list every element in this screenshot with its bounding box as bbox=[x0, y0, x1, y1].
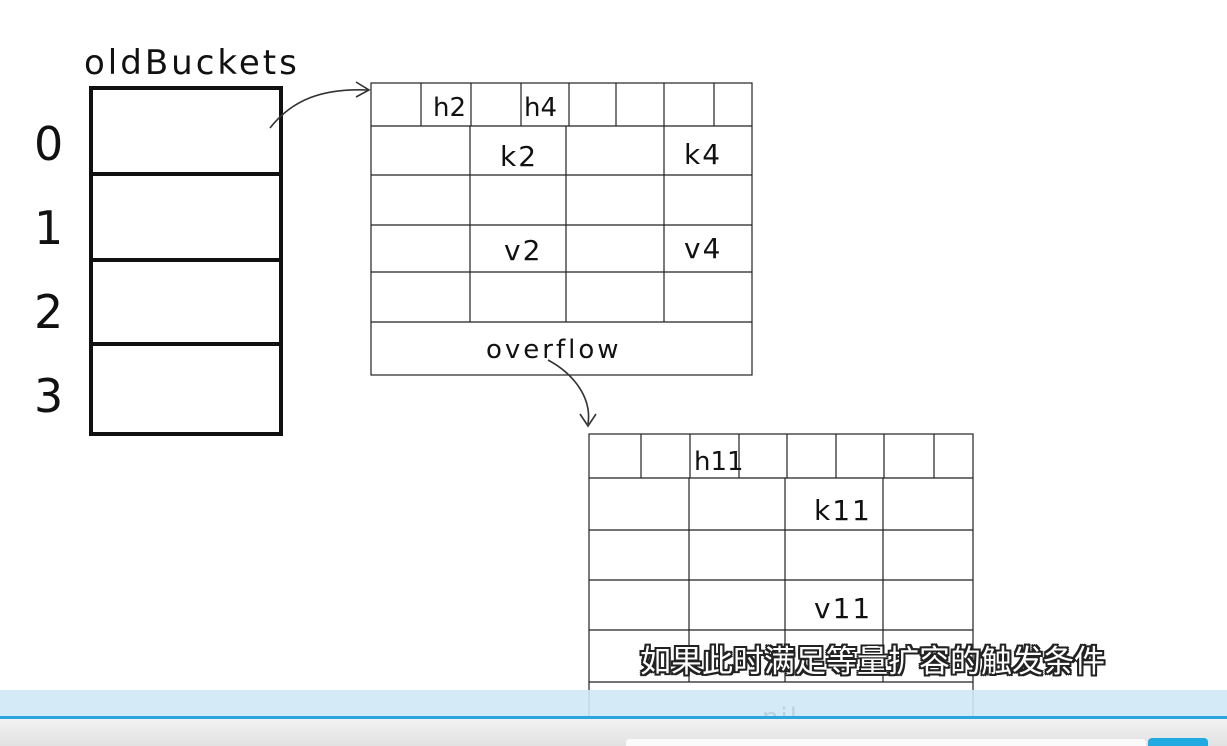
overflow-tophash-h11: h11 bbox=[694, 447, 744, 477]
bmap-value-v2: v2 bbox=[504, 234, 542, 267]
bmap-bucket bbox=[370, 82, 753, 376]
video-subtitle: 如果此时满足等量扩容的触发条件 bbox=[640, 644, 1105, 680]
pointer-arrow bbox=[269, 81, 371, 129]
bucket-index-0: 0 bbox=[34, 117, 63, 171]
old-buckets-title: oldBuckets bbox=[84, 43, 300, 83]
bmap-overflow-label: overflow bbox=[486, 335, 622, 365]
bmap-key-k2: k2 bbox=[500, 140, 538, 173]
send-button[interactable] bbox=[1148, 738, 1208, 746]
overflow-bucket bbox=[588, 433, 974, 737]
bmap-tophash-h2: h2 bbox=[433, 93, 466, 123]
bmap-value-v4: v4 bbox=[684, 232, 722, 265]
player-progress-line[interactable] bbox=[0, 716, 1227, 719]
bmap-key-k4: k4 bbox=[684, 138, 722, 171]
decorative-wave-band bbox=[0, 690, 1227, 716]
bmap-tophash-h4: h4 bbox=[524, 93, 557, 123]
overflow-arrow bbox=[547, 359, 597, 428]
bucket-index-2: 2 bbox=[34, 285, 63, 339]
bucket-index-3: 3 bbox=[34, 369, 63, 423]
comment-input[interactable] bbox=[626, 739, 1146, 746]
old-buckets-array bbox=[89, 86, 283, 436]
bmap-frame bbox=[370, 82, 753, 376]
bucket-index-1: 1 bbox=[34, 201, 63, 255]
overflow-value-v11: v11 bbox=[814, 592, 872, 625]
overflow-key-k11: k11 bbox=[814, 494, 872, 527]
